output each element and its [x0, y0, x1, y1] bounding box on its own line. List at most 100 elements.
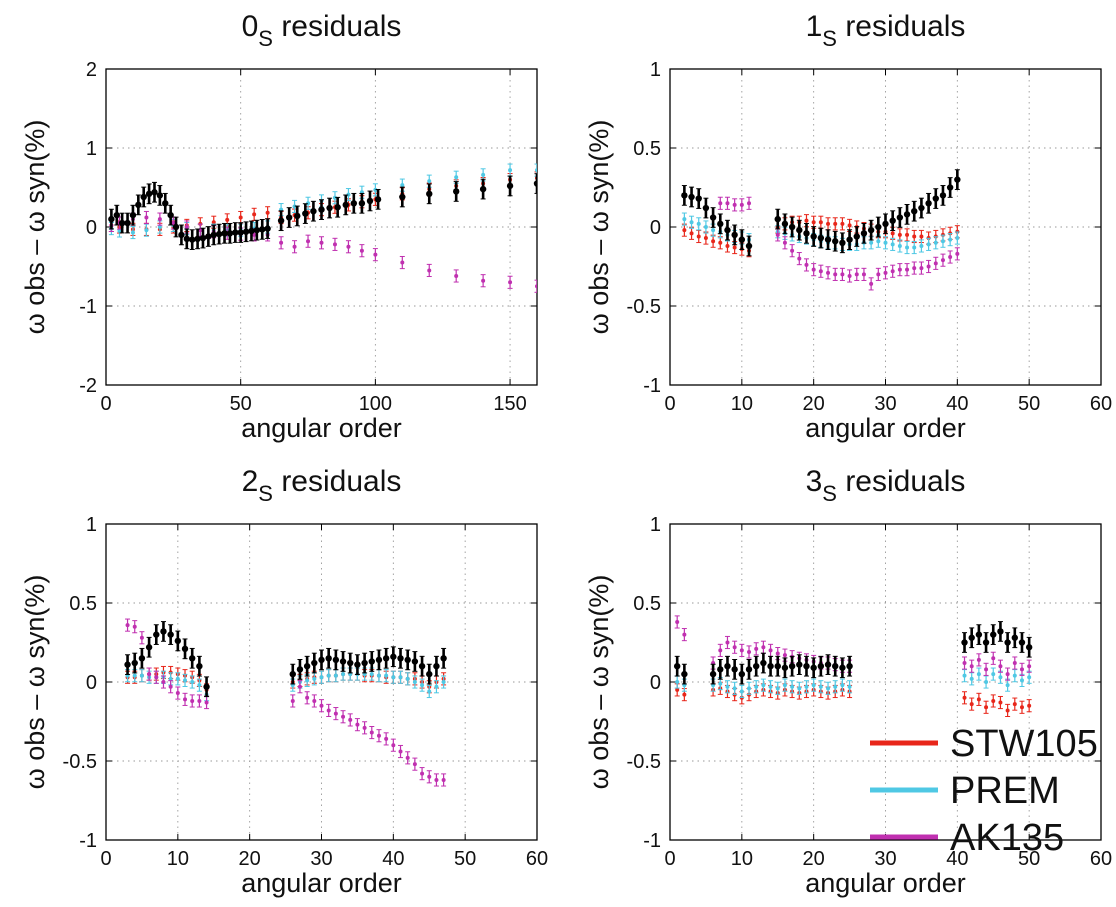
data-point	[183, 235, 191, 243]
data-point	[681, 670, 688, 678]
title-prefix: 1	[806, 10, 823, 43]
data-point	[782, 683, 787, 688]
data-point	[675, 687, 680, 692]
data-point	[861, 272, 866, 277]
data-point	[306, 201, 311, 206]
data-point	[711, 228, 716, 233]
data-point	[998, 675, 1003, 680]
data-point	[434, 684, 439, 689]
y-tick-label: -1	[643, 375, 661, 397]
data-point	[732, 245, 737, 250]
data-point	[839, 239, 846, 246]
data-point	[725, 243, 730, 248]
data-point	[1019, 705, 1024, 710]
data-point	[990, 631, 997, 638]
data-point	[682, 228, 687, 233]
data-point	[341, 714, 346, 719]
data-point	[305, 695, 310, 700]
data-point	[781, 664, 789, 671]
y-axis-label: ω obs – ω syn(%)	[20, 120, 50, 335]
data-point	[991, 656, 996, 661]
data-point	[976, 657, 981, 662]
y-tick-label: 0	[650, 217, 661, 239]
legend-label: PREM	[950, 770, 1060, 812]
x-tick-label: 40	[946, 393, 968, 415]
data-point	[481, 278, 486, 283]
data-point	[183, 678, 188, 683]
data-point	[384, 673, 389, 678]
data-series	[125, 618, 447, 787]
data-point	[695, 195, 702, 202]
y-tick-label: 0.5	[69, 593, 97, 615]
data-point	[883, 270, 888, 275]
data-point	[731, 231, 738, 239]
data-point	[277, 217, 285, 224]
data-point	[221, 230, 228, 237]
title-subscript: S	[822, 481, 837, 506]
data-point	[739, 648, 744, 653]
data-point	[905, 267, 910, 272]
y-axis-label: ω obs – ω syn(%)	[584, 120, 614, 335]
data-point	[940, 239, 945, 244]
data-point	[732, 202, 737, 207]
data-point	[168, 676, 173, 681]
data-point	[306, 239, 311, 244]
data-point	[747, 201, 752, 206]
y-tick-label: -1	[79, 296, 97, 318]
data-point	[1005, 683, 1010, 688]
data-point	[139, 635, 144, 640]
data-point	[292, 204, 297, 209]
data-point	[890, 242, 895, 247]
data-series	[681, 169, 961, 257]
data-point	[533, 180, 537, 187]
data-point	[161, 680, 166, 684]
data-point	[1012, 702, 1017, 707]
data-point	[926, 242, 931, 247]
data-point	[767, 663, 774, 670]
x-tick-label: 50	[1018, 848, 1040, 870]
data-point	[833, 684, 838, 689]
data-point	[911, 208, 918, 215]
data-point	[731, 666, 738, 673]
data-point	[289, 670, 296, 678]
data-point	[390, 653, 397, 660]
data-point	[840, 272, 845, 277]
data-point	[753, 663, 760, 670]
data-point	[135, 201, 142, 209]
data-point	[535, 284, 537, 289]
data-point	[840, 683, 845, 688]
y-tick-label: -0.5	[63, 751, 97, 773]
x-tick-label: 0	[100, 393, 111, 415]
x-tick-label: 20	[803, 848, 825, 870]
data-layer	[673, 615, 1033, 718]
data-series	[124, 621, 447, 698]
legend: STW105 PREM AK135	[870, 723, 1098, 859]
data-point	[391, 743, 396, 748]
data-point	[481, 172, 486, 177]
data-point	[991, 698, 996, 703]
data-point	[1004, 639, 1011, 646]
data-point	[818, 684, 823, 689]
data-point	[292, 244, 297, 249]
data-point	[918, 204, 925, 212]
data-point	[948, 255, 953, 260]
data-point	[1018, 639, 1026, 646]
data-layer	[124, 618, 447, 787]
data-point	[696, 221, 701, 226]
data-point	[398, 675, 403, 680]
data-point	[348, 717, 353, 722]
data-point	[427, 268, 432, 273]
data-point	[975, 631, 983, 638]
panel-title: 1S residuals	[806, 10, 966, 51]
data-point	[833, 221, 838, 226]
data-point	[890, 269, 895, 274]
data-point	[962, 661, 967, 666]
y-tick-label: -2	[79, 375, 97, 397]
data-point	[1027, 664, 1032, 669]
data-point	[215, 230, 223, 238]
data-point	[117, 228, 122, 233]
data-point	[326, 204, 333, 212]
data-point	[454, 175, 459, 180]
